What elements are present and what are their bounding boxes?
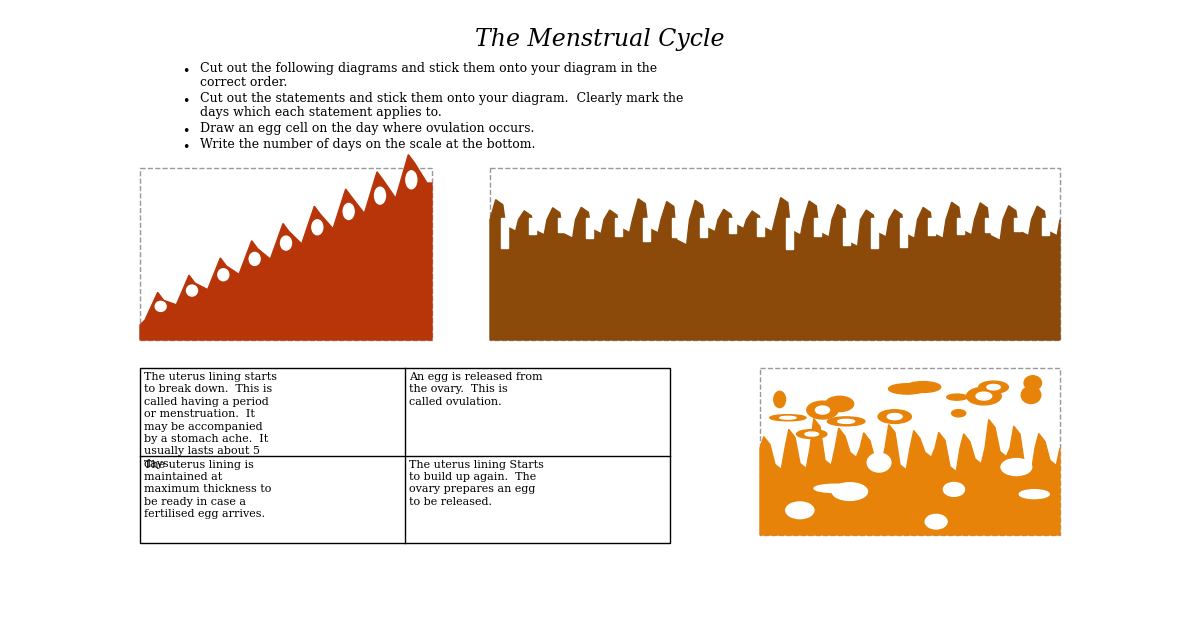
Text: The Menstrual Cycle: The Menstrual Cycle — [475, 28, 725, 51]
Text: Write the number of days on the scale at the bottom.: Write the number of days on the scale at… — [200, 138, 535, 151]
Ellipse shape — [374, 187, 385, 204]
Ellipse shape — [826, 396, 853, 411]
Ellipse shape — [943, 483, 965, 496]
Text: The uterus lining Starts
to build up again.  The
ovary prepares an egg
to be rel: The uterus lining Starts to build up aga… — [409, 459, 544, 507]
Bar — [614, 217, 622, 236]
Ellipse shape — [343, 203, 354, 219]
Bar — [928, 217, 935, 235]
Ellipse shape — [816, 406, 829, 414]
Bar — [700, 217, 707, 237]
Ellipse shape — [878, 410, 911, 423]
Bar — [558, 217, 565, 232]
Ellipse shape — [1019, 490, 1049, 498]
Ellipse shape — [786, 502, 814, 518]
Polygon shape — [490, 198, 1060, 340]
Ellipse shape — [1021, 387, 1040, 404]
Ellipse shape — [406, 171, 416, 189]
Bar — [490, 168, 1060, 340]
Bar — [871, 217, 878, 248]
Ellipse shape — [832, 483, 868, 500]
Ellipse shape — [887, 413, 902, 420]
Text: Cut out the statements and stick them onto your diagram.  Clearly mark the: Cut out the statements and stick them on… — [200, 92, 683, 105]
Text: •: • — [182, 95, 190, 108]
Ellipse shape — [925, 514, 947, 529]
Text: days which each statement applies to.: days which each statement applies to. — [200, 106, 442, 119]
Text: The uterus lining starts
to break down.  This is
called having a period
or menst: The uterus lining starts to break down. … — [144, 372, 277, 469]
Ellipse shape — [218, 269, 229, 281]
Text: •: • — [182, 141, 190, 154]
Text: •: • — [182, 125, 190, 138]
Bar — [956, 217, 964, 234]
Bar — [529, 217, 536, 234]
Ellipse shape — [312, 220, 323, 235]
Ellipse shape — [805, 432, 818, 436]
Text: correct order.: correct order. — [200, 76, 287, 89]
Ellipse shape — [906, 382, 941, 392]
Bar — [760, 368, 1060, 535]
Ellipse shape — [868, 453, 890, 472]
Text: An egg is released from
the ovary.  This is
called ovulation.: An egg is released from the ovary. This … — [409, 372, 542, 407]
Ellipse shape — [186, 285, 198, 296]
Bar — [586, 217, 593, 238]
Ellipse shape — [774, 391, 786, 408]
Ellipse shape — [986, 384, 1001, 390]
Bar — [985, 217, 992, 232]
Ellipse shape — [947, 394, 967, 400]
Ellipse shape — [250, 253, 260, 265]
Bar — [900, 217, 907, 247]
Bar — [140, 168, 432, 340]
Bar — [757, 217, 764, 236]
Ellipse shape — [814, 484, 857, 493]
Bar — [786, 217, 793, 249]
Bar — [140, 368, 670, 543]
Ellipse shape — [780, 416, 796, 419]
Text: Cut out the following diagrams and stick them onto your diagram in the: Cut out the following diagrams and stick… — [200, 62, 658, 75]
Polygon shape — [760, 418, 1060, 535]
Bar — [1014, 217, 1021, 231]
Bar — [842, 217, 850, 245]
Bar — [1042, 217, 1049, 234]
Polygon shape — [140, 154, 432, 340]
Ellipse shape — [281, 236, 292, 250]
Bar — [672, 217, 679, 237]
Text: The uterus lining is
maintained at
maximum thickness to
be ready in case a
ferti: The uterus lining is maintained at maxim… — [144, 459, 271, 519]
Ellipse shape — [806, 401, 838, 419]
Bar — [814, 217, 821, 236]
Ellipse shape — [966, 387, 1001, 405]
Ellipse shape — [979, 381, 1008, 393]
Bar — [728, 217, 736, 233]
Ellipse shape — [155, 301, 166, 311]
Ellipse shape — [797, 430, 827, 438]
Ellipse shape — [838, 420, 854, 423]
Ellipse shape — [888, 384, 926, 394]
Bar — [643, 217, 650, 241]
Ellipse shape — [827, 417, 865, 426]
Text: •: • — [182, 65, 190, 78]
Ellipse shape — [952, 410, 966, 417]
Bar — [500, 217, 508, 248]
Ellipse shape — [976, 392, 991, 400]
Text: Draw an egg cell on the day where ovulation occurs.: Draw an egg cell on the day where ovulat… — [200, 122, 534, 135]
Ellipse shape — [1024, 375, 1042, 390]
Ellipse shape — [1001, 459, 1032, 476]
Ellipse shape — [769, 415, 806, 421]
